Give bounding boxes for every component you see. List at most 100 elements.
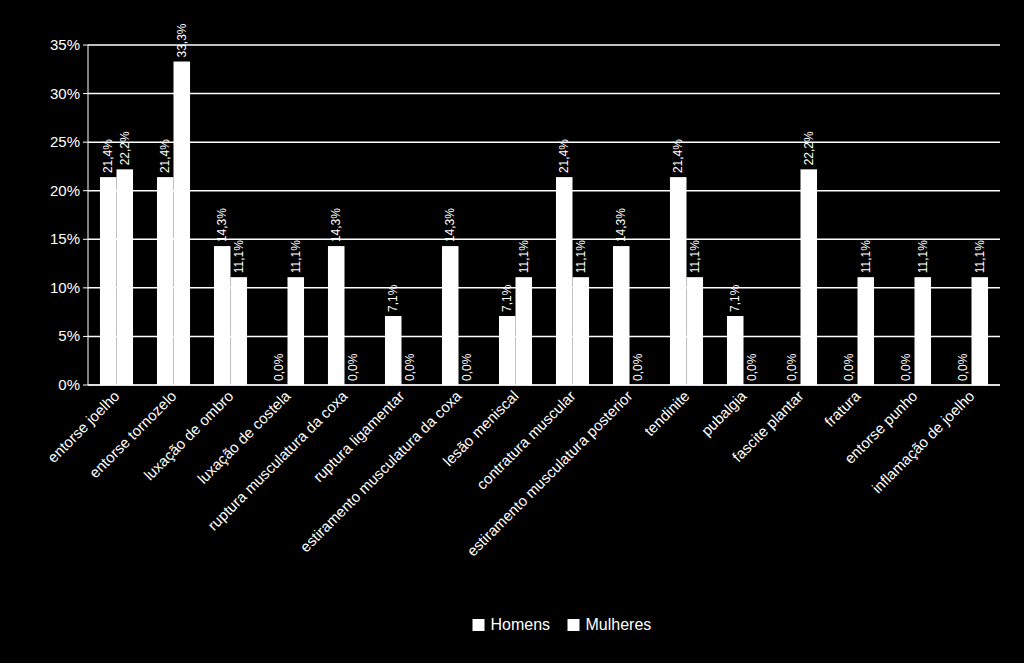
bar (345, 385, 362, 386)
data-label: 7,1% (386, 284, 400, 312)
tick-mark (83, 385, 88, 386)
bar (556, 177, 573, 385)
data-label: 11,1% (574, 240, 588, 273)
data-label: 11,1% (232, 240, 246, 273)
tick-label: 0% (58, 376, 80, 393)
data-label: 22,2% (118, 131, 132, 165)
x-axis: entorse joelhoentorse tornozeloluxação d… (44, 387, 978, 560)
grid-line (88, 93, 1000, 95)
data-label: 0,0% (785, 353, 799, 381)
bar (915, 277, 932, 385)
bar (117, 169, 134, 385)
data-label: 0,0% (842, 353, 856, 381)
bar (459, 385, 476, 386)
data-label: 11,1% (973, 240, 987, 273)
data-label: 21,4% (671, 139, 685, 173)
grid-line (88, 190, 1000, 192)
category-label: luxação de costela (194, 387, 294, 487)
background (0, 0, 1024, 663)
data-label: 7,1% (728, 284, 742, 312)
bar (385, 316, 402, 385)
bars (100, 62, 988, 385)
tick-label: 5% (58, 327, 80, 344)
tick-label: 25% (50, 133, 80, 150)
bar (271, 385, 288, 386)
data-label: 14,3% (614, 208, 628, 242)
category-label: pubalgia (697, 387, 750, 440)
bar (402, 385, 419, 386)
category-label: inflamação de joelho (868, 387, 977, 496)
data-label: 21,4% (101, 139, 115, 173)
data-label: 0,0% (899, 353, 913, 381)
tick-label: 15% (50, 230, 80, 247)
bar (214, 246, 231, 385)
tick-mark (83, 45, 88, 46)
legend-swatch (473, 619, 485, 631)
bar (727, 316, 744, 385)
data-label: 7,1% (500, 284, 514, 312)
grid-line (88, 44, 1000, 46)
bar (288, 277, 305, 385)
data-labels: 21,4% 21,4% 14,3% 0,0% 14,3% 7,1% 14,3% 7,1% 21,… (101, 23, 987, 381)
bar (100, 177, 117, 385)
tick-mark (83, 93, 88, 94)
bar (784, 385, 801, 386)
data-label: 11,1% (517, 240, 531, 273)
data-label: 0,0% (403, 353, 417, 381)
data-label: 0,0% (272, 353, 286, 381)
y-axis: 0% 5% 10% 15% 20% 25% 30% 35% (50, 36, 1000, 393)
bar (801, 169, 818, 385)
bar (499, 316, 516, 385)
data-label: 0,0% (631, 353, 645, 381)
bar (231, 277, 248, 385)
data-label: 11,1% (289, 240, 303, 273)
tick-mark (83, 287, 88, 288)
data-label: 21,4% (557, 139, 571, 173)
bar (516, 277, 533, 385)
grid-line (88, 141, 1000, 143)
tick-mark (83, 142, 88, 143)
bar (630, 385, 647, 386)
legend: Homens Mulheres (473, 616, 652, 633)
tick-label: 35% (50, 36, 80, 53)
category-label: estiramento musculatura posterior (463, 387, 635, 559)
bar (328, 246, 345, 385)
bar (955, 385, 972, 386)
bar (898, 385, 915, 386)
legend-swatch (568, 619, 580, 631)
category-label: contratura muscular (473, 387, 579, 493)
data-label: 11,1% (688, 240, 702, 273)
tick-mark (83, 190, 88, 191)
data-label: 21,4% (158, 139, 172, 173)
bar (858, 277, 875, 385)
data-label: 0,0% (745, 353, 759, 381)
bar (687, 277, 704, 385)
bar (573, 277, 590, 385)
data-label: 22,2% (802, 131, 816, 165)
data-label: 0,0% (460, 353, 474, 381)
data-label: 14,3% (215, 208, 229, 242)
data-label: 14,3% (329, 208, 343, 242)
tick-label: 30% (50, 85, 80, 102)
tick-mark (83, 336, 88, 337)
axis-line (88, 45, 89, 385)
category-label: tendinite (640, 387, 692, 439)
bar (972, 277, 989, 385)
data-label: 0,0% (346, 353, 360, 381)
data-label: 11,1% (916, 240, 930, 273)
category-label: fascite plantar (729, 387, 807, 465)
legend-label: Homens (491, 616, 551, 633)
legend-label: Mulheres (586, 616, 652, 633)
tick-mark (83, 239, 88, 240)
bar (174, 62, 191, 385)
tick-label: 20% (50, 182, 80, 199)
bar (157, 177, 174, 385)
data-label: 11,1% (859, 240, 873, 273)
bar (841, 385, 858, 386)
chart: 0% 5% 10% 15% 20% 25% 30% 35% 21,4% 21,4% 14,3% 0,0… (0, 0, 1024, 663)
bar (442, 246, 459, 385)
bar (613, 246, 630, 385)
tick-label: 10% (50, 279, 80, 296)
data-label: 33,3% (175, 23, 189, 57)
bar (744, 385, 761, 386)
